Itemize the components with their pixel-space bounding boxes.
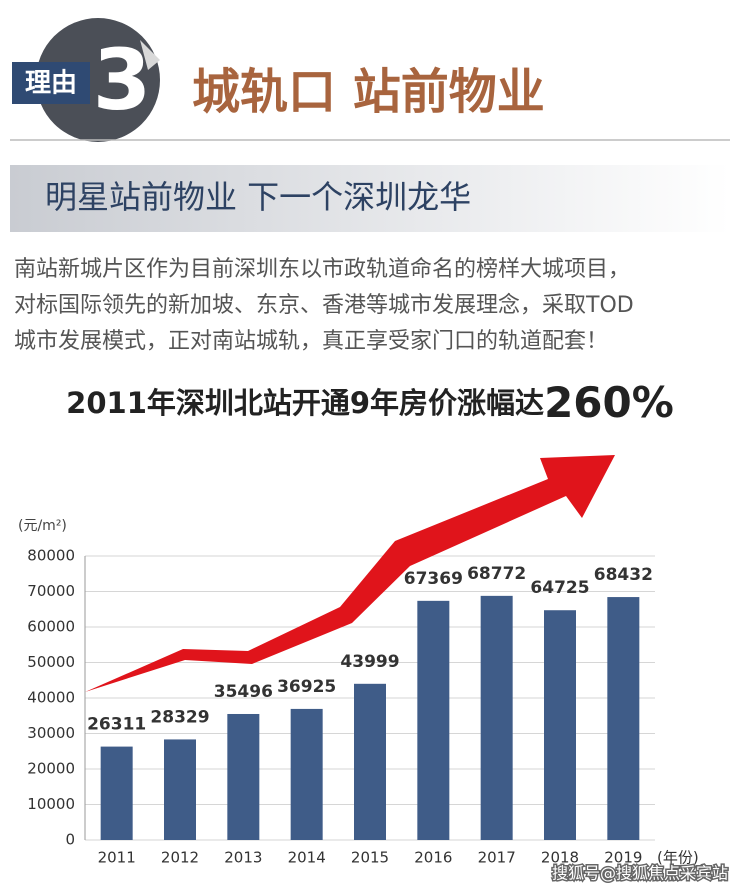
bar [290,708,323,840]
page-title: 城轨口 站前物业 [192,64,545,120]
badge-number: 3 [93,31,151,129]
y-axis-label: (元/m²) [18,518,67,534]
y-tick-label: 20000 [27,760,75,778]
x-tick-label: 2018 [541,849,579,867]
y-tick-label: 30000 [27,724,75,742]
intro-line: 城市发展模式，正对南站城轨，真正享受家门口的轨道配套！ [14,329,608,354]
data-label: 35496 [214,682,273,702]
intro-line: 对标国际领先的新加坡、东京、香港等城市发展理念，采取TOD [14,293,634,318]
data-label: 67369 [404,569,463,589]
badge-label-bg [12,62,90,104]
x-axis-label: (年份) [657,849,699,867]
data-label: 68432 [594,565,653,585]
subtitle: 明星站前物业 下一个深圳龙华 [45,178,471,216]
y-tick-label: 80000 [27,547,75,565]
x-tick-label: 2019 [604,849,642,867]
data-label: 26311 [87,715,146,735]
data-label: 36925 [277,677,336,697]
chart-title-highlight: 260% [544,378,674,427]
data-label: 68772 [467,564,526,584]
x-tick-label: 2014 [288,849,326,867]
y-tick-label: 50000 [27,653,75,671]
y-tick-label: 10000 [27,795,75,813]
bar [354,683,386,840]
x-tick-label: 2011 [98,849,136,867]
y-tick-label: 70000 [27,582,75,600]
bar [227,713,260,840]
chart-title: 2011年深圳北站开通9年房价涨幅达260% [66,378,674,427]
data-label: 28329 [150,707,209,727]
data-label: 64725 [530,578,589,598]
growth-arrow [85,455,615,692]
bar [544,610,576,840]
y-tick-label: 0 [65,831,75,849]
bar [607,597,640,840]
y-tick-label: 60000 [27,618,75,636]
x-tick-label: 2015 [351,849,389,867]
x-tick-label: 2012 [161,849,199,867]
watermark: 搜狐号@搜狐焦点采宾站 [552,864,728,883]
subtitle-band [10,165,730,232]
x-tick-label: 2017 [478,849,516,867]
x-tick-label: 2016 [414,849,452,867]
bar [417,600,450,840]
badge-label: 理由 [25,69,77,99]
intro: 南站新城片区作为目前深圳东以市政轨道命名的榜样大城项目， 对标国际领先的新加坡、东… [14,257,634,354]
intro-line: 南站新城片区作为目前深圳东以市政轨道命名的榜样大城项目， [14,257,630,282]
x-tick-label: 2013 [224,849,262,867]
badge-curl [140,40,160,70]
y-tick-label: 40000 [27,689,75,707]
bar [164,739,196,840]
bar [480,595,513,840]
chart: (元/m²) 0 10000 20000 30000 40000 50000 60000 700… [18,518,699,867]
chart-title-main: 2011年深圳北站开通9年房价涨幅达 [66,386,544,420]
bar [100,746,133,840]
data-label: 43999 [340,652,399,672]
badge-circle [36,18,160,142]
